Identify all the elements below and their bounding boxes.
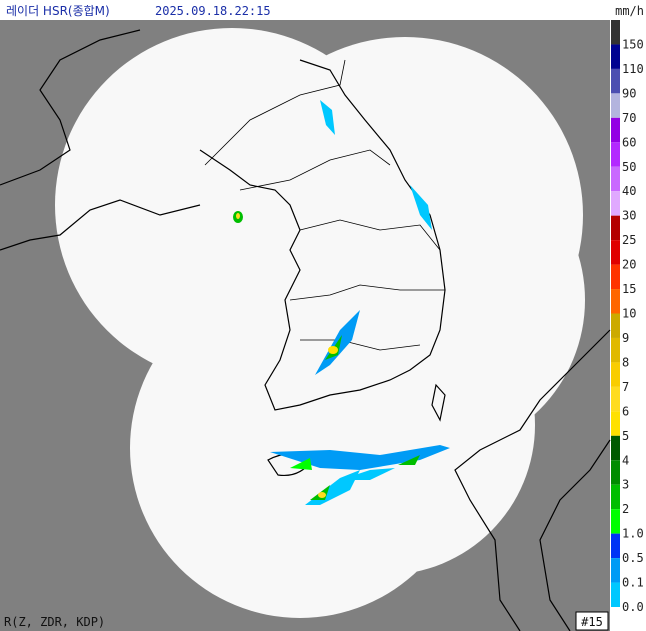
legend-swatch (611, 386, 620, 412)
legend-swatch (611, 411, 620, 436)
precipitation (233, 100, 450, 505)
legend-swatch (611, 68, 620, 94)
legend-label: 7 (622, 380, 629, 394)
legend-label: 0.0 (622, 600, 644, 614)
legend-swatch (611, 142, 620, 167)
legend-label: 5 (622, 429, 629, 443)
legend-label: 70 (622, 111, 636, 125)
legend: 150 110 90 70 60 50 40 30 25 20 15 10 9 8 7 6 5 4 3 2 1.0 0.5… (611, 20, 644, 614)
legend-label: 90 (622, 86, 636, 100)
legend-label: 150 (622, 37, 644, 51)
legend-label: 0.1 (622, 576, 644, 590)
legend-swatch (611, 289, 620, 314)
legend-label: 50 (622, 160, 636, 174)
frame-box (575, 611, 609, 631)
legend-swatch (611, 20, 620, 45)
legend-swatch (611, 362, 620, 387)
legend-swatch (611, 558, 620, 583)
legend-label: 2 (622, 502, 629, 516)
legend-label: 20 (622, 258, 636, 272)
method-label: R(Z, ZDR, KDP) (4, 615, 105, 629)
legend-label: 25 (622, 233, 636, 247)
unit: mm/h (615, 4, 644, 18)
legend-swatch (611, 509, 620, 534)
legend-label: 6 (622, 404, 629, 418)
frame-label: #15 (581, 615, 603, 629)
legend-swatch (611, 582, 620, 607)
coastlines (0, 29, 611, 631)
legend-swatch (611, 460, 620, 485)
map: R(Z, ZDR, KDP) #15 (0, 20, 611, 631)
legend-label: 9 (622, 331, 629, 345)
legend-swatch (611, 240, 620, 265)
legend-swatch (611, 435, 620, 461)
legend-label: 4 (622, 453, 629, 467)
legend-swatch (611, 166, 620, 192)
legend-swatch (611, 484, 620, 510)
legend-label: 1.0 (622, 527, 644, 541)
legend-label: 8 (622, 355, 629, 369)
legend-label: 0.5 (622, 551, 644, 565)
legend-swatch (611, 313, 620, 338)
legend-swatch (611, 117, 620, 143)
legend-label: 40 (622, 184, 636, 198)
title: 레이더 HSR(종합M) (6, 4, 110, 18)
legend-swatch (611, 44, 620, 69)
legend-label: 110 (622, 62, 644, 76)
legend-swatch (611, 93, 620, 118)
legend-label: 3 (622, 478, 629, 492)
legend-label: 15 (622, 282, 636, 296)
legend-label: 60 (622, 135, 636, 149)
legend-swatch (611, 191, 620, 216)
footer-bg (0, 612, 120, 631)
timestamp: 2025.09.18.22:15 (155, 4, 271, 18)
legend-swatch (611, 533, 620, 559)
legend-swatch (611, 215, 620, 241)
legend-swatch (611, 264, 620, 290)
legend-swatch (611, 337, 620, 363)
legend-label: 30 (622, 209, 636, 223)
legend-label: 10 (622, 307, 636, 321)
